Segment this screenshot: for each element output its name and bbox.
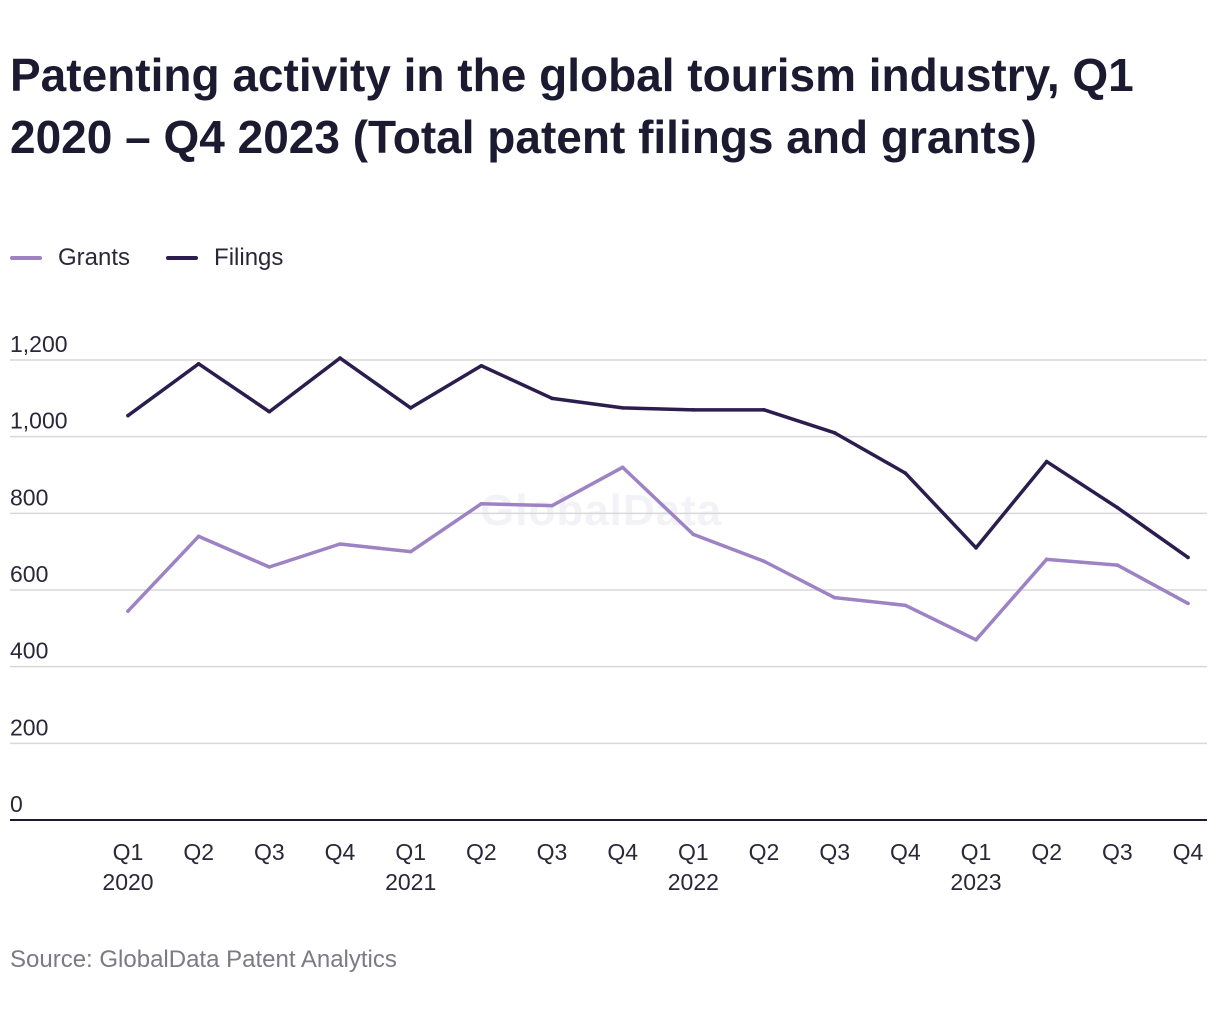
x-tick-label: Q3 xyxy=(1102,839,1133,865)
x-tick-label: Q3 xyxy=(819,839,850,865)
series-line-filings xyxy=(126,356,1190,560)
x-tick-label: Q1 xyxy=(961,839,992,865)
data-point-filings xyxy=(196,362,201,366)
data-point-grants xyxy=(1186,601,1190,606)
x-tick-label: Q1 xyxy=(395,839,426,865)
data-point-grants xyxy=(1115,563,1120,567)
x-tick-label: Q3 xyxy=(537,839,568,865)
data-point-grants xyxy=(196,534,201,539)
data-point-grants xyxy=(691,532,696,537)
data-point-filings xyxy=(550,396,554,401)
data-point-grants xyxy=(479,501,484,506)
x-tick-label: Q2 xyxy=(466,839,497,865)
data-point-grants xyxy=(550,503,554,508)
x-tick-label: Q4 xyxy=(890,839,921,865)
legend-item-grants[interactable]: Grants xyxy=(10,244,130,272)
x-tick-label: Q1 xyxy=(113,839,144,865)
data-point-filings xyxy=(479,363,484,368)
y-tick-label: 0 xyxy=(10,791,23,817)
data-point-filings xyxy=(762,408,766,412)
data-point-grants xyxy=(974,638,978,642)
data-point-filings xyxy=(126,413,130,418)
data-point-filings xyxy=(338,356,342,360)
line-chart: 0 200 400 600 800 1,000 1,200 Q1 2020 Q2 Q3 Q4 Q1 202… xyxy=(10,331,1207,895)
data-point-filings xyxy=(267,409,272,414)
data-point-filings xyxy=(832,431,837,435)
data-point-filings xyxy=(1186,555,1190,560)
series-line-grants xyxy=(126,465,1190,642)
data-point-grants xyxy=(762,559,766,564)
x-tick-label: Q2 xyxy=(749,839,780,865)
data-point-filings xyxy=(1115,505,1120,510)
data-point-filings xyxy=(691,408,696,412)
data-point-grants xyxy=(903,603,908,608)
legend-label-filings: Filings xyxy=(214,244,284,271)
data-point-grants xyxy=(1044,557,1049,562)
x-tick-label: Q2 xyxy=(1031,839,1062,865)
x-tick-label: Q1 xyxy=(678,839,709,865)
x-tick-label: Q4 xyxy=(1173,839,1204,865)
data-point-grants xyxy=(267,565,272,569)
y-tick-label: 800 xyxy=(10,484,48,510)
x-tick-label: Q2 xyxy=(183,839,214,865)
legend-swatch-grants xyxy=(10,256,42,260)
legend-swatch-filings xyxy=(166,256,199,260)
data-point-filings xyxy=(1044,459,1049,464)
source-note: Source: GlobalData Patent Analytics xyxy=(10,946,397,973)
x-tick-label: Q3 xyxy=(254,839,285,865)
x-year-label: 2021 xyxy=(385,869,436,895)
x-year-label: 2020 xyxy=(102,869,153,895)
data-point-filings xyxy=(903,471,908,475)
legend: Grants Filings xyxy=(10,240,319,276)
data-point-grants xyxy=(408,549,413,554)
x-year-label: 2022 xyxy=(668,869,719,895)
watermark: GlobalData xyxy=(480,486,723,535)
data-point-grants xyxy=(620,465,625,470)
data-point-filings xyxy=(620,406,625,410)
legend-item-filings[interactable]: Filings xyxy=(166,244,283,272)
data-point-filings xyxy=(408,406,413,410)
data-point-grants xyxy=(126,609,130,613)
legend-label-grants: Grants xyxy=(58,244,131,271)
x-tick-label: Q4 xyxy=(607,839,638,865)
x-year-label: 2023 xyxy=(950,869,1001,895)
chart-title: Patenting activity in the global tourism… xyxy=(10,49,1134,163)
y-tick-label: 400 xyxy=(10,638,48,664)
y-tick-label: 600 xyxy=(10,561,48,587)
data-point-grants xyxy=(832,595,837,600)
data-point-filings xyxy=(974,546,978,550)
y-tick-label: 1,000 xyxy=(10,408,68,434)
x-tick-label: Q4 xyxy=(325,839,356,865)
y-tick-label: 1,200 xyxy=(10,331,68,357)
y-tick-label: 200 xyxy=(10,714,48,740)
data-point-grants xyxy=(338,542,342,546)
